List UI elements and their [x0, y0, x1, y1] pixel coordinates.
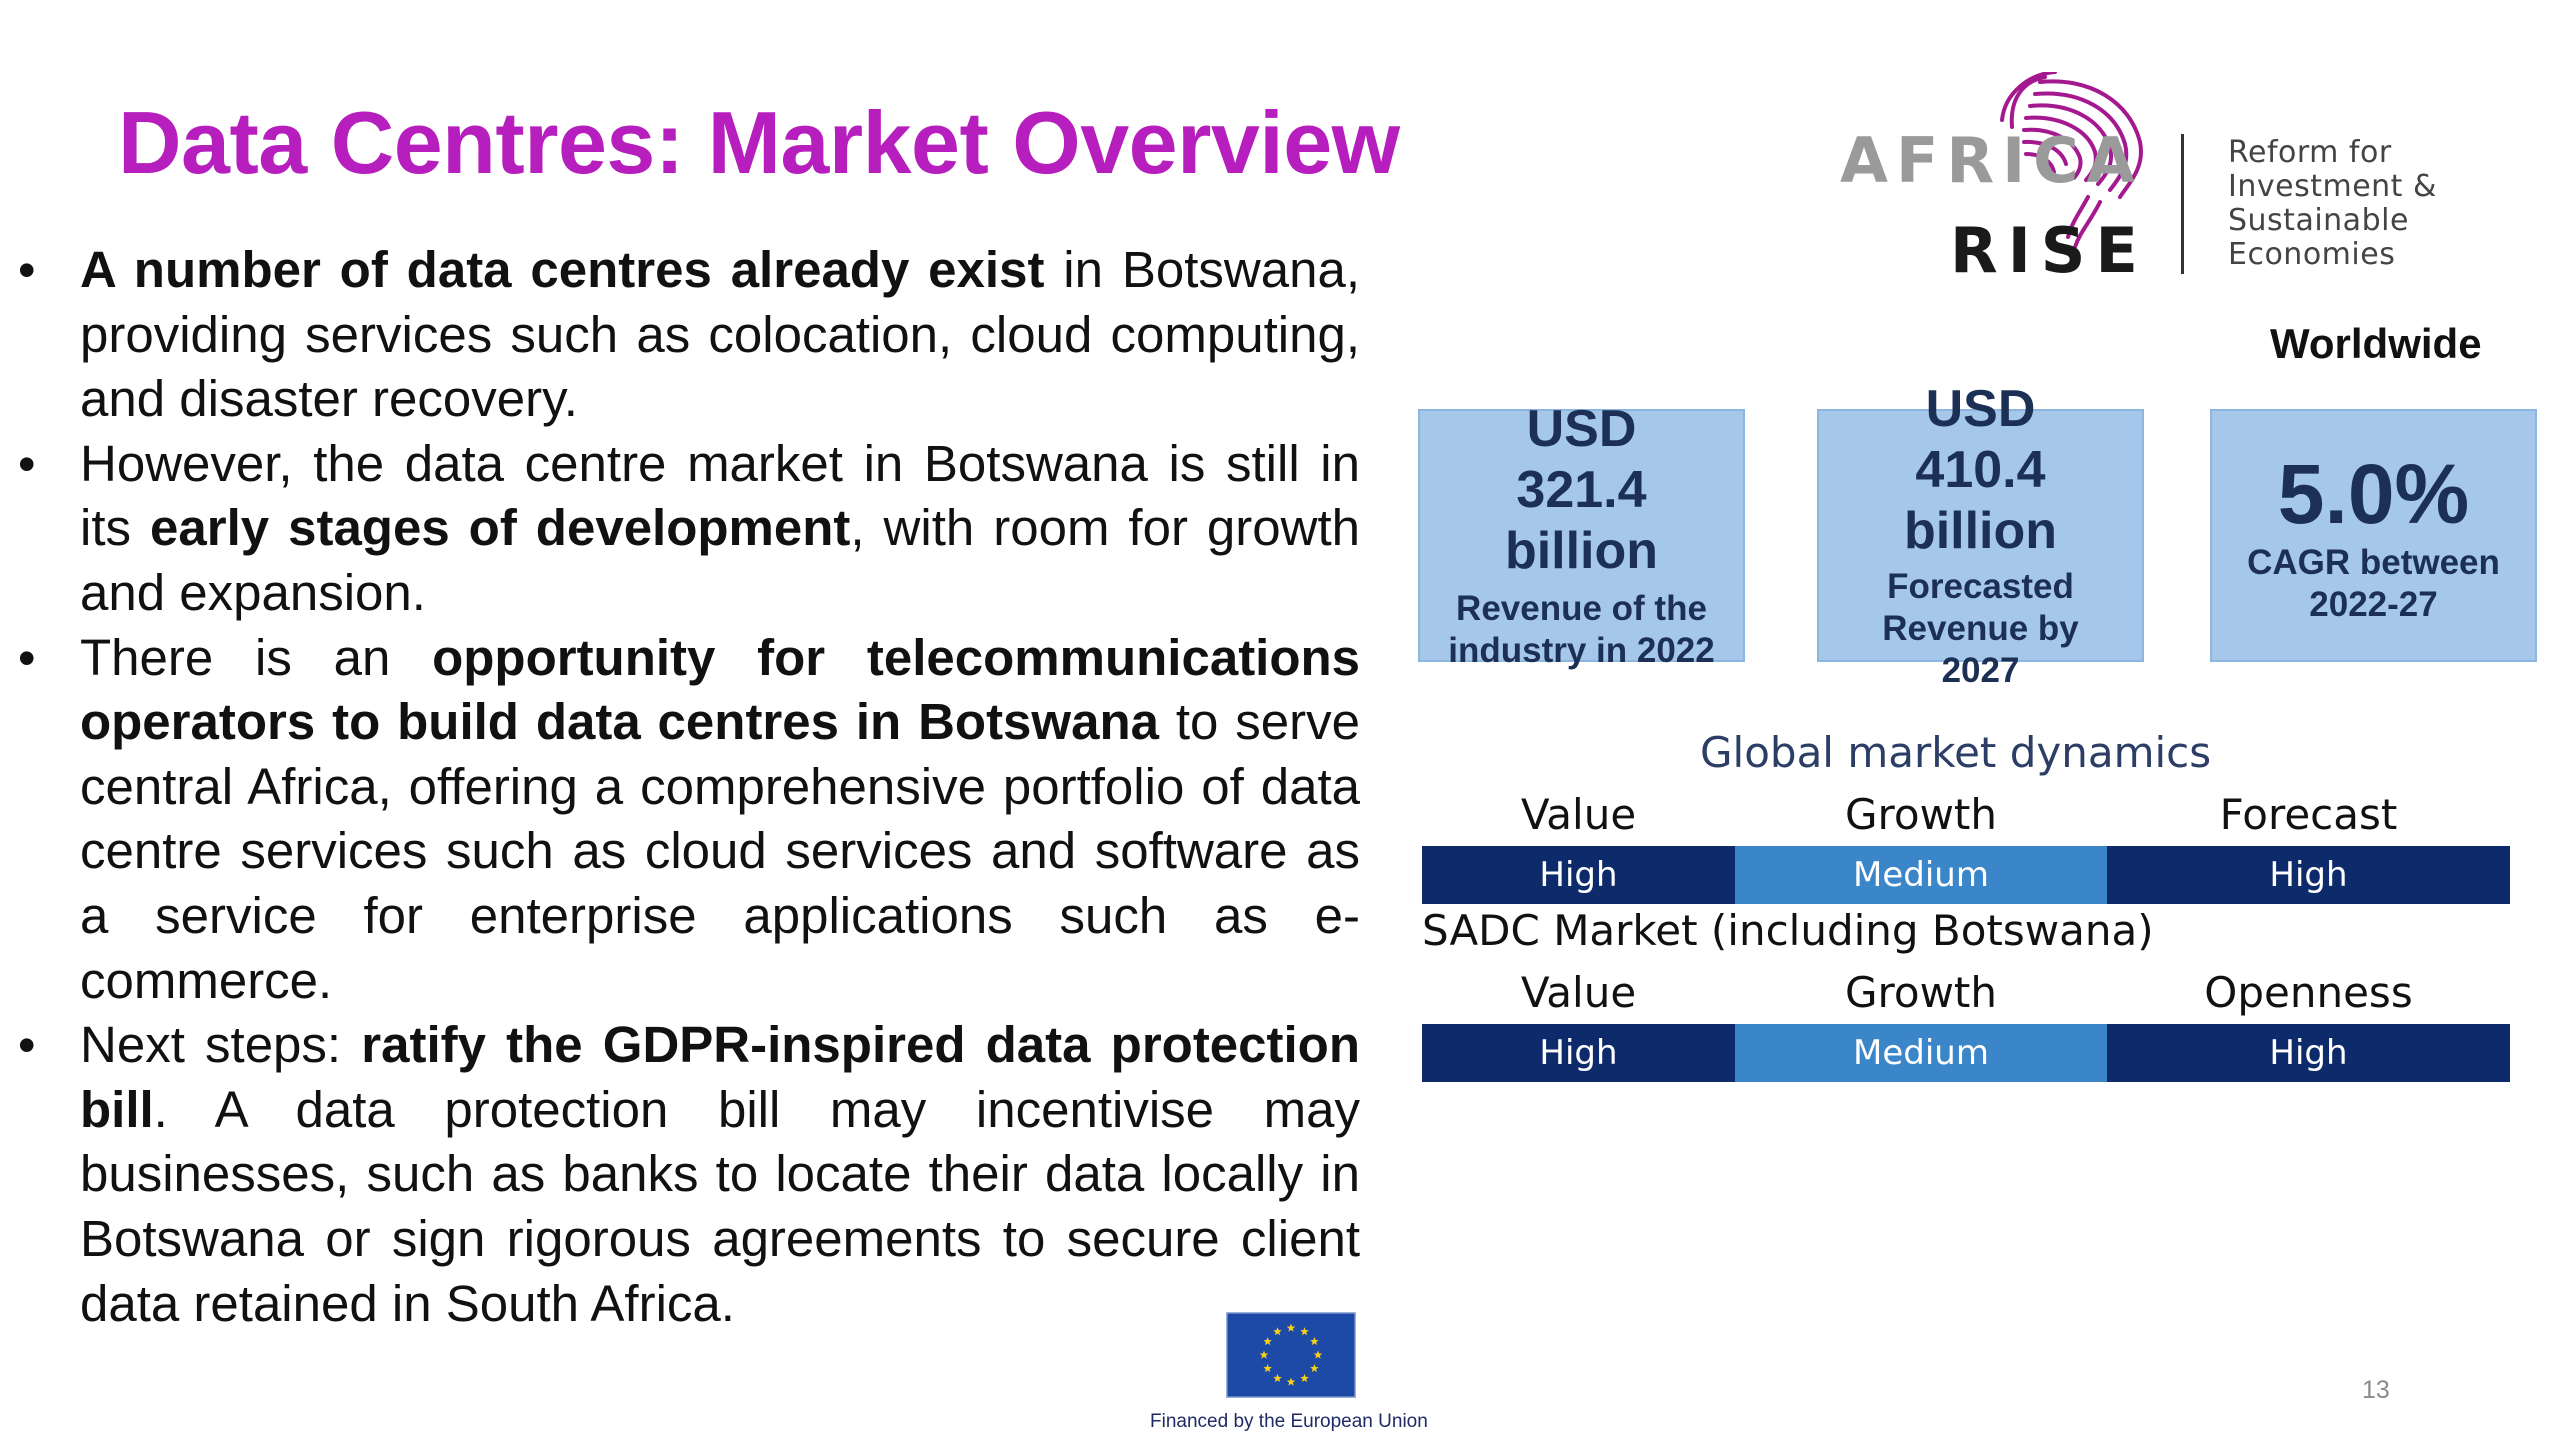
eu-star: [1286, 1377, 1296, 1386]
stat-value: USD 410.4 billion: [1903, 380, 2058, 560]
bullet-item: • Next steps: ratify the GDPR-inspired d…: [18, 1013, 1360, 1336]
eu-funding-caption: Financed by the European Union: [1150, 1411, 1428, 1432]
rating-cell-growth: Medium: [1735, 1024, 2107, 1082]
stat-caption: Revenue of the industry in 2022: [1448, 589, 1715, 670]
worldwide-heading: Worldwide: [2270, 320, 2482, 367]
bullet-item: • However, the data centre market in Bot…: [18, 432, 1360, 626]
global-header-value: Value: [1520, 790, 1637, 839]
sadc-rating-bar: High Medium High: [1422, 1024, 2510, 1082]
bullet-bold-run: ratify the GDPR-inspired data protection…: [80, 1016, 1360, 1138]
bullet-item: • There is an opportunity for telecommun…: [18, 626, 1360, 1014]
rating-cell-value: High: [1422, 1024, 1735, 1082]
rating-cell-growth: Medium: [1735, 846, 2107, 904]
bullet-run: in Botswana, providing services such as …: [80, 241, 1360, 428]
africarise-logo: AFRICA RISE Reform for Investment & Sust…: [1840, 72, 2440, 287]
page-number: 13: [2362, 1376, 2390, 1404]
rating-cell-openness: High: [2107, 1024, 2510, 1082]
bullet-run: However, the data centre market in Botsw…: [80, 434, 1360, 557]
bullet-text: There is an opportunity for telecommunic…: [80, 626, 1360, 1014]
logo-word-africa: AFRICA: [1840, 124, 2143, 197]
global-rating-bar: High Medium High: [1422, 846, 2510, 904]
sadc-market-title: SADC Market (including Botswana): [1422, 906, 2154, 955]
eu-star: [1263, 1337, 1272, 1346]
bullet-run: , with room for growth and expansion.: [80, 499, 1361, 621]
bullet-run: There is an: [80, 628, 433, 686]
stat-caption: CAGR between 2022-27: [2247, 542, 2500, 624]
stat-card-revenue-2022: USD 321.4 billion Revenue of the industr…: [1418, 400, 1745, 670]
sadc-header-growth: Growth: [1844, 968, 1998, 1017]
sadc-header-value: Value: [1520, 968, 1637, 1017]
stat-value: USD 321.4 billion: [1504, 400, 1659, 580]
stat-card-revenue-2027: USD 410.4 billion Forecasted Revenue by …: [1817, 380, 2144, 690]
eu-star: [1310, 1337, 1319, 1346]
eu-star: [1273, 1373, 1282, 1383]
eu-star: [1313, 1350, 1323, 1359]
eu-star: [1300, 1373, 1309, 1383]
bullet-text: However, the data centre market in Botsw…: [80, 432, 1360, 626]
fingerprint-africa-icon: AFRICA RISE: [1840, 72, 2148, 287]
logo-divider: [2181, 134, 2184, 274]
stat-value: 5.0%: [2277, 446, 2470, 541]
eu-star: [1300, 1327, 1309, 1336]
bullet-dot-icon: •: [18, 1017, 36, 1074]
rating-cell-value: High: [1422, 846, 1735, 904]
bullet-bold-run: early stages of development: [150, 499, 851, 557]
bullet-dot-icon: •: [18, 629, 36, 686]
eu-star: [1286, 1323, 1296, 1332]
bullet-item: • A number of data centres already exist…: [18, 238, 1360, 432]
bullet-text: A number of data centres already exist i…: [80, 238, 1360, 432]
logo-word-rise: RISE: [1950, 214, 2148, 287]
bullet-run: . A data protection bill may incentivise…: [80, 1080, 1360, 1332]
bullet-dot-icon: •: [18, 242, 36, 298]
page-title: Data Centres: Market Overview: [118, 93, 1400, 192]
bullet-text: Next steps: ratify the GDPR-inspired dat…: [80, 1013, 1360, 1336]
eu-star: [1259, 1350, 1269, 1359]
sadc-header-openness: Openness: [2204, 968, 2413, 1017]
global-dynamics-title: Global market dynamics: [1700, 728, 2212, 777]
eu-star: [1310, 1364, 1319, 1373]
bullet-list: • A number of data centres already exist…: [18, 238, 1360, 1336]
global-header-forecast: Forecast: [2219, 790, 2398, 839]
eu-star: [1263, 1364, 1272, 1373]
eu-flag-icon: [1226, 1312, 1356, 1398]
stat-caption: Forecasted Revenue by 2027: [1882, 567, 2079, 690]
logo-tagline: Reform for Investment & Sustainable Econ…: [2228, 135, 2437, 272]
global-header-growth: Growth: [1844, 790, 1998, 839]
eu-star: [1273, 1327, 1282, 1336]
rating-cell-forecast: High: [2107, 846, 2510, 904]
bullet-run: to serve central Africa, offering a comp…: [80, 693, 1360, 1009]
stat-card-cagr: 5.0% CAGR between 2022-27: [2210, 409, 2537, 662]
bullet-dot-icon: •: [18, 435, 36, 492]
bullet-run: Next steps:: [80, 1016, 362, 1074]
bullet-bold-run: opportunity for telecommunications opera…: [80, 628, 1361, 751]
bullet-bold-run: A number of data centres already exist: [80, 241, 1045, 298]
